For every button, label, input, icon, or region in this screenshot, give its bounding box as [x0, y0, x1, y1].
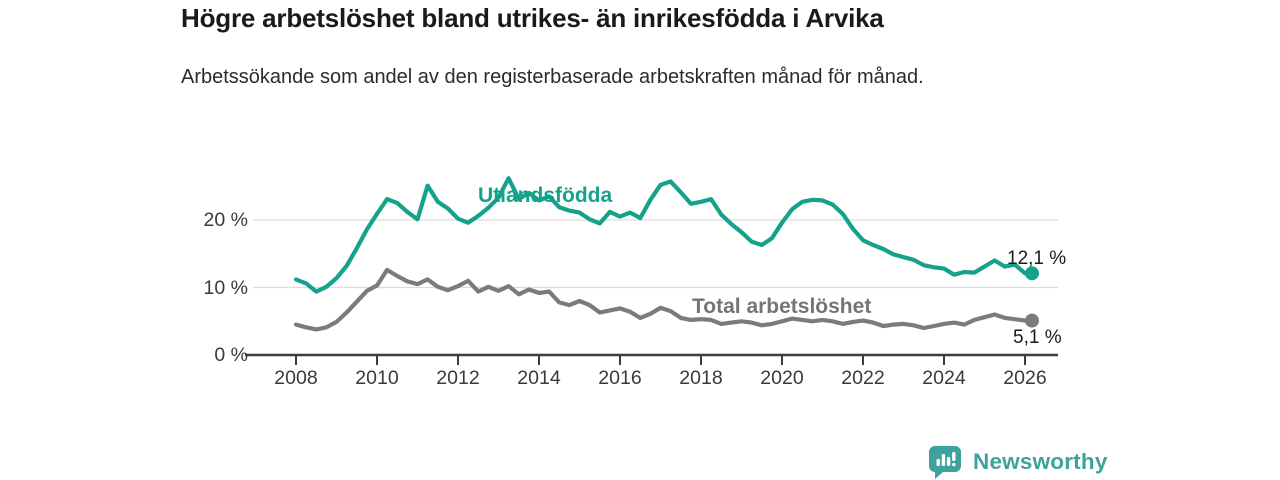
end-dot-total-arbetsloshet: [1025, 313, 1039, 328]
line-utlandsfodda: [293, 176, 1028, 294]
series-label-total-arbetsloshet: Total arbetslöshet: [692, 295, 872, 318]
x-axis-tick-label: 2026: [1003, 367, 1047, 389]
x-axis-tick-label: 2020: [760, 367, 804, 389]
series-label-utlandsfodda: Utlandsfödda: [478, 184, 613, 207]
newsworthy-logo: Newsworthy: [928, 445, 1108, 479]
x-axis-tick-label: 2012: [436, 367, 480, 389]
end-dot-utlandsfodda: [1025, 266, 1039, 281]
end-value-label-utlandsfodda: 12,1 %: [1007, 248, 1067, 269]
x-axis-tick-label: 2010: [355, 367, 399, 389]
chart-subtitle: Arbetssökande som andel av den registerb…: [181, 66, 924, 88]
x-axis-tick-label: 2024: [922, 367, 966, 389]
y-axis-tick-label: 10 %: [203, 276, 248, 299]
newsworthy-speech-bubble-icon: [929, 446, 961, 479]
line-total-arbetsloshet: [293, 267, 1028, 332]
x-axis-tick-label: 2014: [517, 367, 561, 389]
end-value-label-total-arbetsloshet: 5,1 %: [1013, 327, 1062, 348]
page-title: Högre arbetslöshet bland utrikes- än inr…: [181, 3, 884, 33]
y-axis-tick-label: 0 %: [214, 344, 248, 366]
y-axis-tick-label: 20 %: [203, 209, 248, 231]
newsworthy-wordmark: Newsworthy: [973, 449, 1108, 474]
x-axis-tick-label: 2008: [274, 367, 318, 389]
x-axis-tick-label: 2022: [841, 367, 885, 389]
x-axis-tick-label: 2016: [598, 367, 642, 389]
x-axis-tick-label: 2018: [679, 367, 723, 389]
